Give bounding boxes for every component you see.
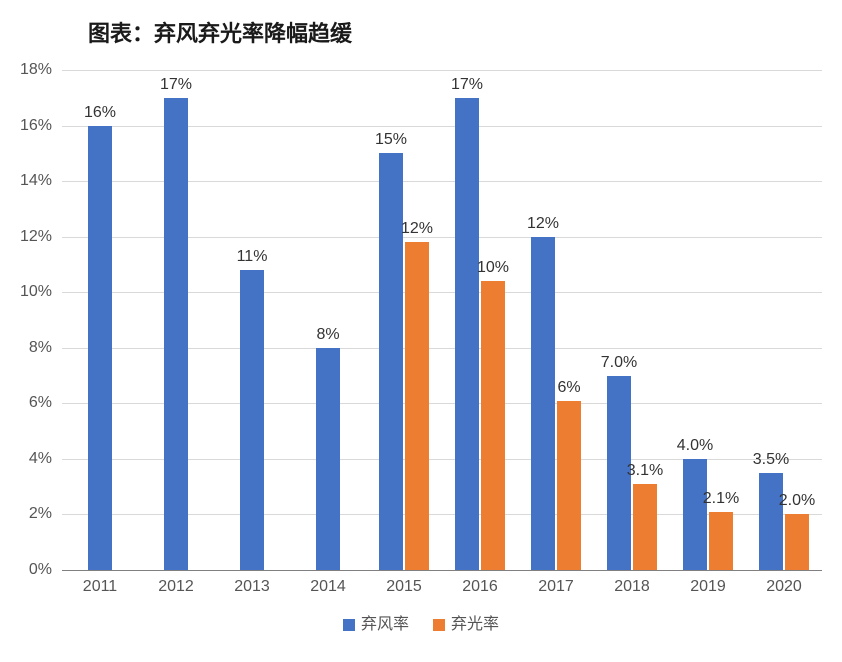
- bar-value-label: 17%: [160, 76, 192, 94]
- bar-弃风率: [379, 153, 403, 570]
- x-tick-label: 2012: [158, 578, 194, 596]
- y-tick-label: 8%: [0, 339, 52, 357]
- x-tick-label: 2013: [234, 578, 270, 596]
- bar-value-label: 12%: [401, 220, 433, 238]
- legend-label: 弃光率: [451, 616, 499, 633]
- bar-弃风率: [759, 473, 783, 570]
- legend: 弃风率 弃光率: [0, 610, 842, 634]
- bar-弃风率: [240, 270, 264, 570]
- bar-弃风率: [88, 126, 112, 570]
- y-tick-label: 6%: [0, 394, 52, 412]
- bar-弃光率: [405, 242, 429, 570]
- y-tick-label: 0%: [0, 561, 52, 579]
- chart-container: 图表：弃风弃光率降幅趋缓 0% 2% 4% 6% 8% 10% 12% 14% 16% 18% 20…: [0, 0, 842, 662]
- x-tick-label: 2020: [766, 578, 802, 596]
- bar-value-label: 3.5%: [753, 451, 789, 469]
- x-tick-label: 2016: [462, 578, 498, 596]
- chart-title: 图表：弃风弃光率降幅趋缓: [88, 16, 352, 48]
- gridline: [62, 70, 822, 71]
- y-tick-label: 10%: [0, 283, 52, 301]
- x-tick-label: 2015: [386, 578, 422, 596]
- bar-弃风率: [531, 237, 555, 570]
- x-tick-label: 2018: [614, 578, 650, 596]
- legend-item: 弃光率: [433, 610, 499, 634]
- bar-value-label: 2.1%: [703, 490, 739, 508]
- plot-area: 0%2%4%6%8%10%12%14%16%18%201116%201217%2…: [62, 70, 822, 570]
- bar-弃风率: [455, 98, 479, 570]
- bar-value-label: 8%: [316, 326, 339, 344]
- bar-value-label: 2.0%: [779, 492, 815, 510]
- bar-value-label: 4.0%: [677, 437, 713, 455]
- bar-value-label: 16%: [84, 104, 116, 122]
- legend-swatch: [433, 619, 445, 631]
- y-tick-label: 12%: [0, 228, 52, 246]
- x-tick-label: 2014: [310, 578, 346, 596]
- bar-弃光率: [481, 281, 505, 570]
- x-tick-label: 2017: [538, 578, 574, 596]
- bar-弃风率: [683, 459, 707, 570]
- x-axis-line: [62, 570, 822, 571]
- bar-弃光率: [785, 514, 809, 570]
- legend-swatch: [343, 619, 355, 631]
- y-tick-label: 4%: [0, 450, 52, 468]
- y-tick-label: 16%: [0, 117, 52, 135]
- bar-value-label: 17%: [451, 76, 483, 94]
- bar-弃光率: [557, 401, 581, 570]
- x-tick-label: 2011: [83, 578, 117, 596]
- bar-value-label: 3.1%: [627, 462, 663, 480]
- bar-value-label: 11%: [237, 248, 268, 266]
- legend-item: 弃风率: [343, 610, 409, 634]
- bar-value-label: 7.0%: [601, 354, 637, 372]
- bar-value-label: 10%: [477, 259, 509, 277]
- bar-弃光率: [709, 512, 733, 570]
- bar-弃风率: [316, 348, 340, 570]
- bar-弃光率: [633, 484, 657, 570]
- bar-value-label: 12%: [527, 215, 559, 233]
- y-tick-label: 18%: [0, 61, 52, 79]
- bar-value-label: 6%: [557, 379, 580, 397]
- bar-弃风率: [164, 98, 188, 570]
- y-tick-label: 2%: [0, 505, 52, 523]
- x-tick-label: 2019: [690, 578, 726, 596]
- legend-label: 弃风率: [361, 616, 409, 633]
- bar-value-label: 15%: [375, 131, 407, 149]
- y-tick-label: 14%: [0, 172, 52, 190]
